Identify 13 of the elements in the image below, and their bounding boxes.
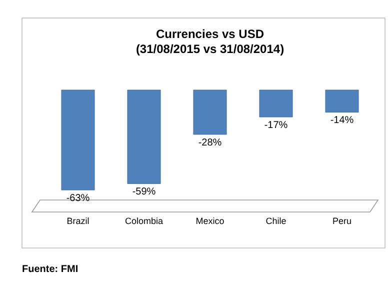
data-label: -14% — [330, 115, 354, 126]
x-tick-label: Brazil — [66, 216, 90, 226]
data-label: -17% — [264, 120, 288, 131]
data-label: -63% — [66, 193, 90, 204]
source-note: Fuente: FMI — [22, 264, 78, 275]
data-label: -28% — [198, 137, 222, 148]
x-tick-label: Chile — [266, 216, 286, 226]
x-tick-label: Colombia — [124, 216, 164, 226]
x-tick-label: Peru — [332, 216, 352, 226]
data-label: -59% — [132, 186, 156, 198]
chart-title: Currencies vs USD — [156, 27, 264, 41]
chart-subtitle: (31/08/2015 vs 31/08/2014) — [136, 42, 284, 56]
x-tick-label: Mexico — [196, 216, 224, 226]
